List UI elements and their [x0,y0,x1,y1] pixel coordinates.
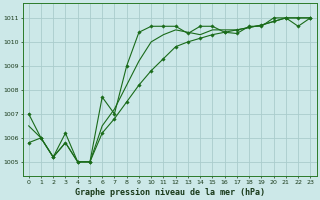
X-axis label: Graphe pression niveau de la mer (hPa): Graphe pression niveau de la mer (hPa) [75,188,265,197]
